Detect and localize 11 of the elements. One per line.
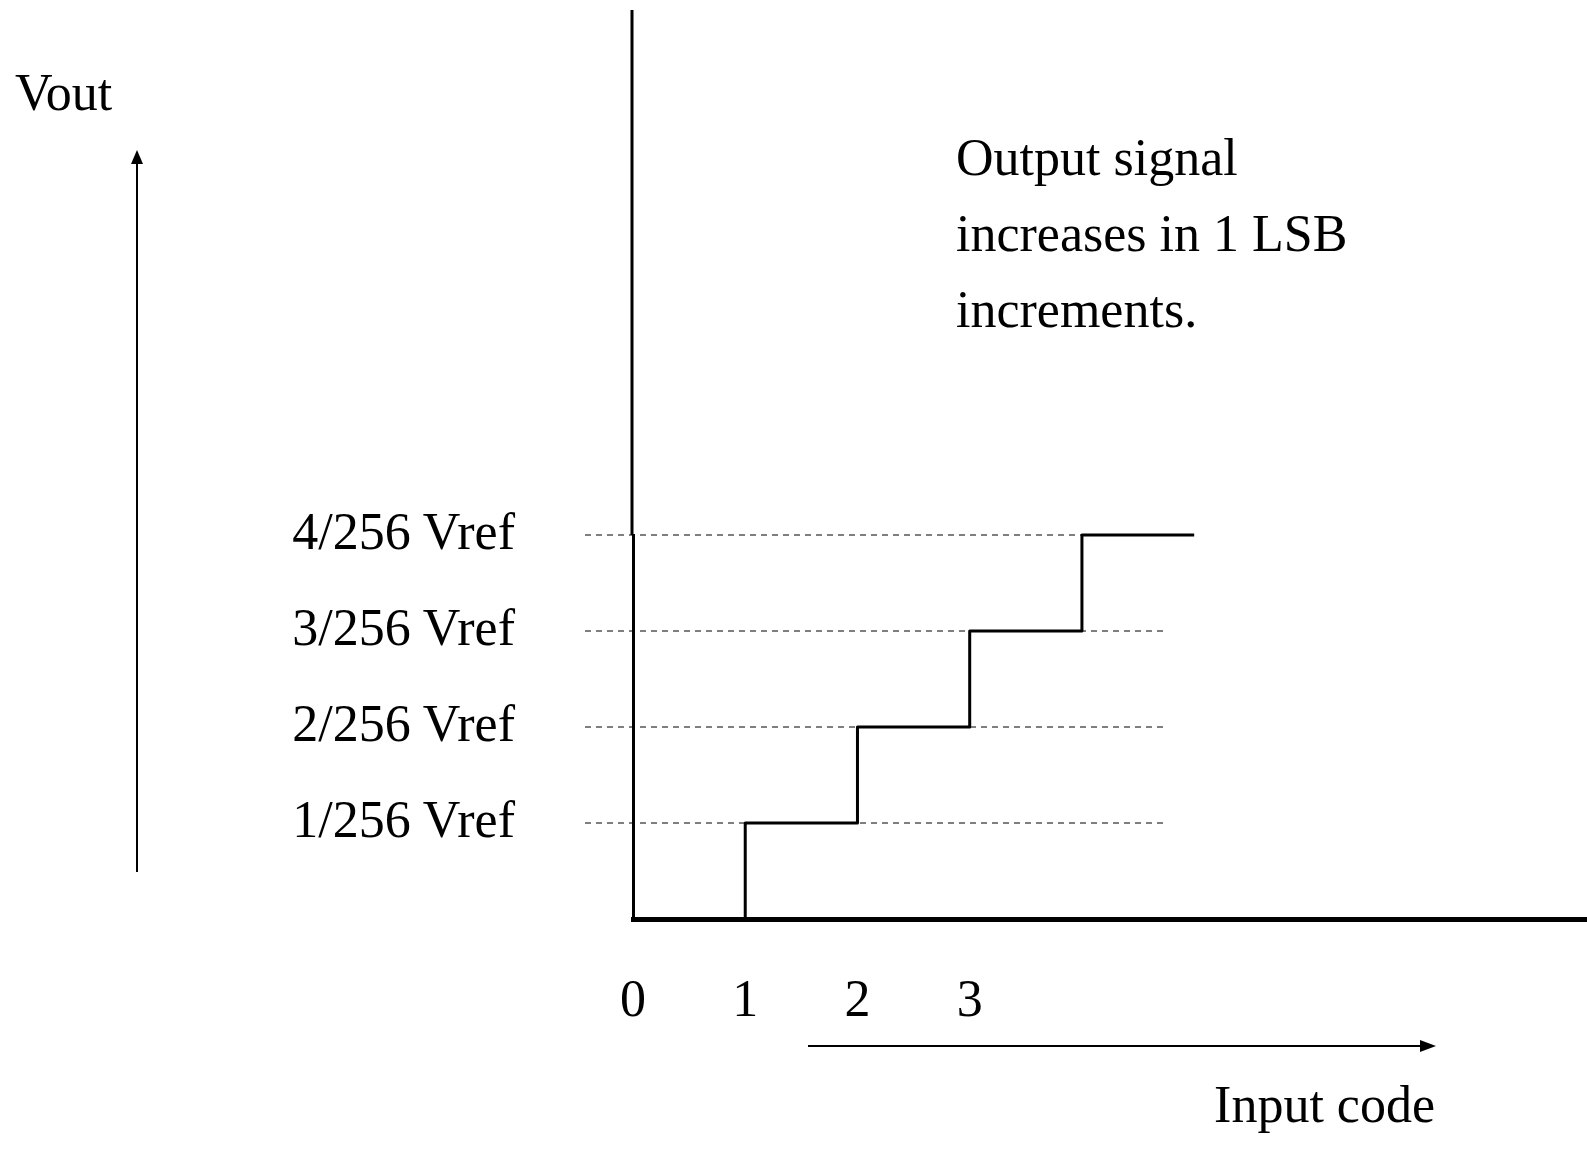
x-tick-label: 3 [956, 969, 983, 1027]
x-tick-label: 1 [732, 969, 759, 1027]
text: Vout [15, 64, 113, 121]
ref-line-label: 1/256 Vref [292, 790, 516, 848]
ref-line-label: 3/256 Vref [292, 598, 516, 656]
x-tick-label: 0 [620, 969, 646, 1027]
text: Output signal increases in 1 LSB increments. [956, 129, 1348, 338]
x-axis-title: Input code [1214, 1076, 1435, 1133]
x-tick-label: 2 [844, 969, 871, 1027]
ref-line-label: 2/256 Vref [292, 694, 516, 752]
ref-line-label: 4/256 Vref [292, 502, 516, 560]
